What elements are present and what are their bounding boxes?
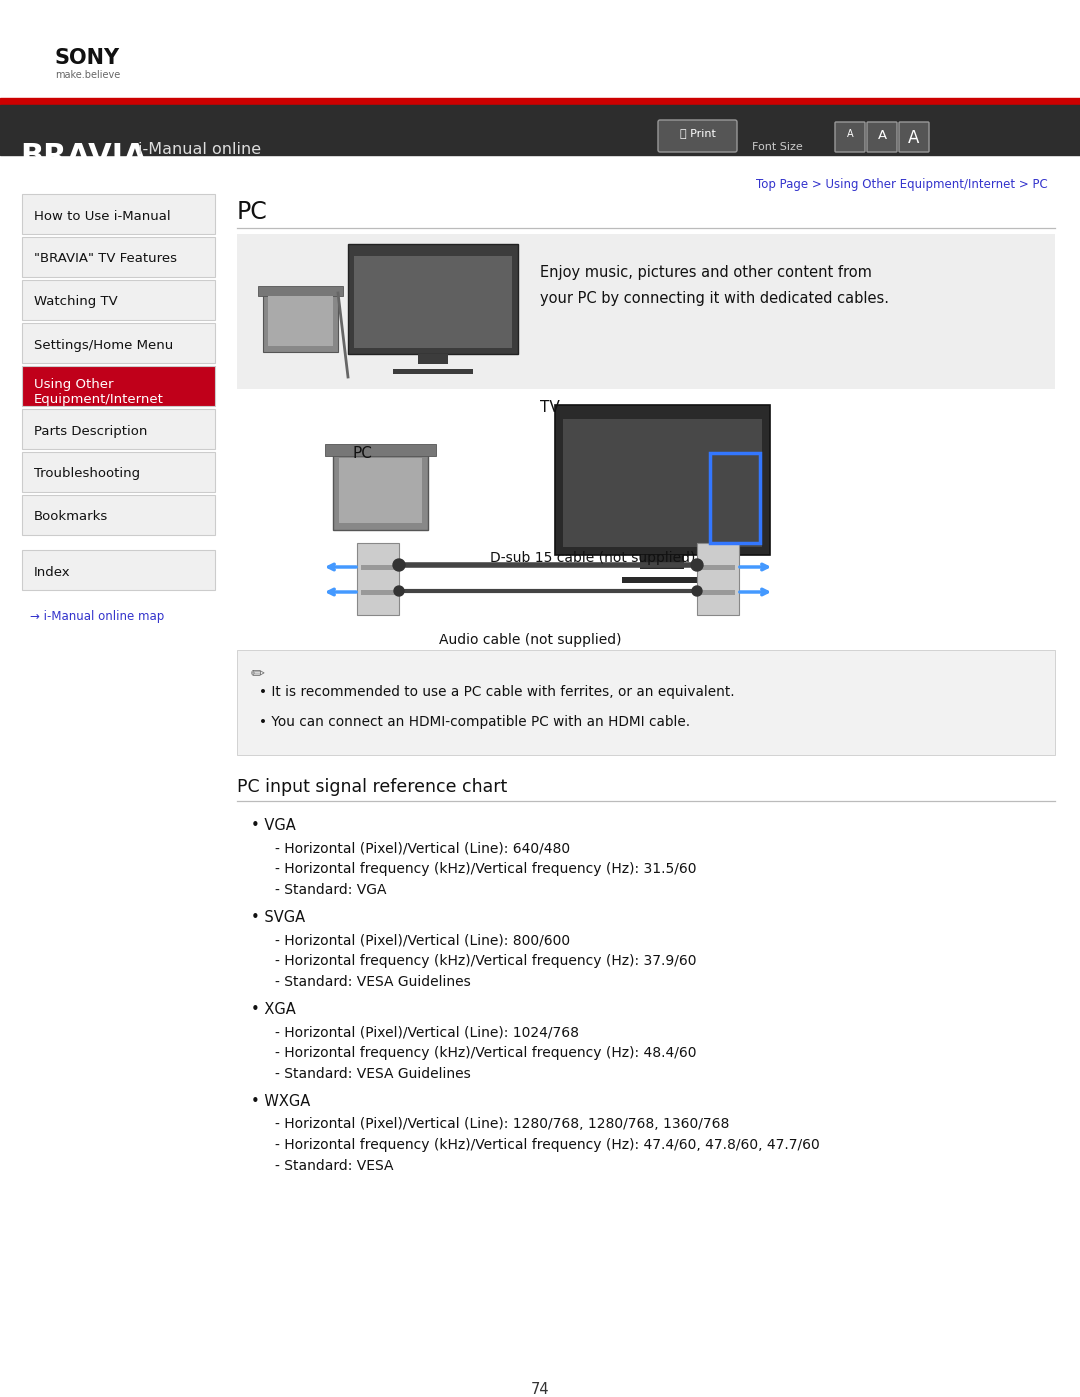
Bar [563,419,762,548]
Text: Settings/Home Menu: Settings/Home Menu [33,338,173,352]
Text: A: A [877,129,887,142]
Text: - Horizontal frequency (kHz)/Vertical frequency (Hz): 48.4/60: - Horizontal frequency (kHz)/Vertical fr… [275,1046,697,1060]
Circle shape [393,559,405,571]
Text: 74: 74 [530,1382,550,1397]
Bar [701,590,735,595]
Text: PC input signal reference chart: PC input signal reference chart [237,778,508,796]
Bar [258,286,343,296]
Text: - Horizontal frequency (kHz)/Vertical frequency (Hz): 31.5/60: - Horizontal frequency (kHz)/Vertical fr… [275,862,697,876]
Bar [354,256,512,348]
Text: Equipment/Internet: Equipment/Internet [33,393,164,407]
Bar [0,98,1080,105]
Bar [622,577,702,583]
Bar [555,405,770,555]
Text: • XGA: • XGA [251,1002,296,1017]
Bar [22,194,215,235]
Text: → i-Manual online map: → i-Manual online map [30,610,164,623]
Text: Watching TV: Watching TV [33,296,118,309]
Text: ✏: ✏ [251,664,265,682]
Text: - Horizontal (Pixel)/Vertical (Line): 1280/768, 1280/768, 1360/768: - Horizontal (Pixel)/Vertical (Line): 12… [275,1118,729,1132]
Bar [361,564,395,570]
Circle shape [691,559,703,571]
Text: Using Other: Using Other [33,379,113,391]
Text: - Standard: VESA Guidelines: - Standard: VESA Guidelines [275,1067,471,1081]
Text: - Horizontal (Pixel)/Vertical (Line): 640/480: - Horizontal (Pixel)/Vertical (Line): 64… [275,841,570,855]
Bar [325,444,436,455]
Text: A: A [908,129,920,147]
Text: 🖨 Print: 🖨 Print [680,129,716,138]
Text: • SVGA: • SVGA [251,909,306,925]
Bar [22,409,215,448]
Text: Enjoy music, pictures and other content from
your PC by connecting it with dedic: Enjoy music, pictures and other content … [540,265,889,306]
Text: i-Manual online: i-Manual online [138,142,261,156]
Bar [357,543,399,615]
Bar [333,450,428,529]
FancyBboxPatch shape [658,120,737,152]
Bar [701,564,735,570]
Bar [22,550,215,590]
Text: Font Size: Font Size [752,142,802,152]
Text: - Horizontal frequency (kHz)/Vertical frequency (Hz): 37.9/60: - Horizontal frequency (kHz)/Vertical fr… [275,954,697,968]
Bar [268,296,333,346]
Bar [697,543,739,615]
Text: - Horizontal (Pixel)/Vertical (Line): 1024/768: - Horizontal (Pixel)/Vertical (Line): 10… [275,1025,579,1039]
Text: Troubleshooting: Troubleshooting [33,468,140,481]
Bar [339,458,422,522]
Text: How to Use i-Manual: How to Use i-Manual [33,210,171,222]
Text: TV: TV [540,400,559,415]
Text: Top Page > Using Other Equipment/Internet > PC: Top Page > Using Other Equipment/Interne… [756,177,1048,191]
Text: SONY: SONY [55,47,120,68]
Bar [640,555,684,569]
Text: - Horizontal (Pixel)/Vertical (Line): 800/600: - Horizontal (Pixel)/Vertical (Line): 80… [275,933,570,947]
Bar [418,353,448,365]
Text: "BRAVIA" TV Features: "BRAVIA" TV Features [33,253,177,265]
Bar [0,105,1080,155]
Bar [237,235,1055,388]
Bar [22,366,215,407]
Bar [22,237,215,277]
Text: PC: PC [353,446,373,461]
Bar [393,369,473,374]
Bar [237,650,1055,754]
Text: Parts Description: Parts Description [33,425,147,437]
Text: Index: Index [33,566,70,578]
Text: - Standard: VGA: - Standard: VGA [275,883,387,897]
Text: - Standard: VESA Guidelines: - Standard: VESA Guidelines [275,975,471,989]
Text: D-sub 15 cable (not supplied): D-sub 15 cable (not supplied) [490,550,696,564]
Bar [22,495,215,535]
Text: • VGA: • VGA [251,819,296,833]
Bar [22,279,215,320]
FancyBboxPatch shape [835,122,865,152]
Text: • It is recommended to use a PC cable with ferrites, or an equivalent.: • It is recommended to use a PC cable wi… [259,685,734,698]
Text: Bookmarks: Bookmarks [33,510,108,524]
Bar [22,453,215,492]
Bar [22,323,215,363]
Text: Audio cable (not supplied): Audio cable (not supplied) [438,633,621,647]
Text: A: A [847,129,853,138]
Text: • You can connect an HDMI-compatible PC with an HDMI cable.: • You can connect an HDMI-compatible PC … [259,715,690,729]
Bar [710,453,760,543]
FancyBboxPatch shape [867,122,897,152]
Bar [361,590,395,595]
Circle shape [692,585,702,597]
Text: • WXGA: • WXGA [251,1094,310,1109]
Text: PC: PC [237,200,268,224]
Bar [348,244,518,353]
FancyBboxPatch shape [899,122,929,152]
Text: - Standard: VESA: - Standard: VESA [275,1160,393,1173]
Text: - Horizontal frequency (kHz)/Vertical frequency (Hz): 47.4/60, 47.8/60, 47.7/60: - Horizontal frequency (kHz)/Vertical fr… [275,1139,820,1153]
Text: make.believe: make.believe [55,70,120,80]
Circle shape [394,585,404,597]
Bar [264,291,338,352]
Text: BRAVIA: BRAVIA [21,142,147,170]
